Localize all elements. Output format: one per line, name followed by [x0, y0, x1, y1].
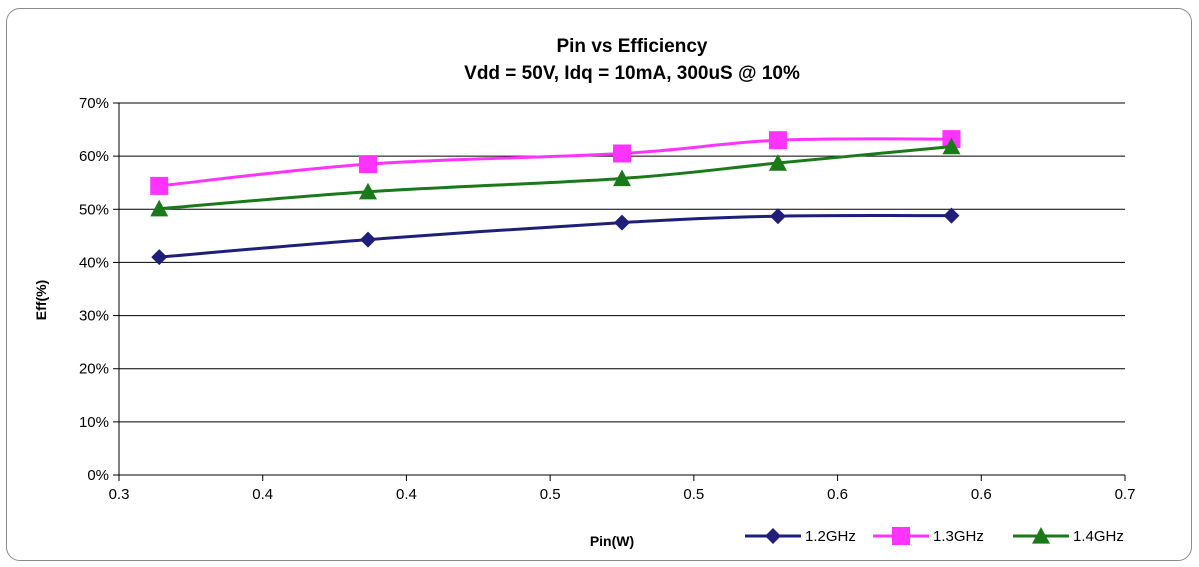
legend-marker	[765, 528, 781, 544]
data-point	[613, 169, 631, 187]
y-tick-label: 50%	[79, 201, 109, 218]
x-tick-label: 0.6	[827, 486, 848, 503]
chart-frame	[6, 8, 1192, 561]
axes	[118, 103, 1125, 476]
y-tick-label: 20%	[79, 361, 109, 378]
y-tick-label: 40%	[79, 254, 109, 271]
data-point	[768, 154, 787, 171]
y-tick-label: 0%	[87, 467, 109, 484]
legend-item: 1.3GHz	[873, 527, 984, 545]
legend-item: 1.2GHz	[745, 528, 856, 545]
chart-subtitle: Vdd = 50V, Idq = 10mA, 300uS @ 10%	[464, 63, 800, 84]
x-tick-label: 0.3	[109, 486, 130, 503]
series-line	[159, 214, 952, 259]
x-axis-ticks: 0.3 0.4 0.4 0.5 0.5 0.6 0.6 0.7	[109, 475, 1136, 503]
series-1.3GHz	[150, 130, 961, 195]
series-line	[159, 145, 952, 211]
data-series	[150, 130, 961, 266]
x-axis-label: Pin(W)	[590, 533, 634, 549]
x-tick-label: 0.7	[1115, 486, 1136, 503]
data-point	[613, 144, 631, 163]
legend: 1.2GHz 1.3GHz 1.4GHz	[745, 527, 1124, 545]
series-line	[159, 137, 952, 188]
legend-marker	[1032, 527, 1050, 544]
legend-label: 1.3GHz	[933, 528, 984, 545]
x-tick-label: 0.5	[683, 486, 704, 503]
y-axis-label: Eff(%)	[33, 280, 49, 320]
x-tick-label: 0.6	[971, 486, 992, 503]
data-point	[150, 176, 169, 195]
legend-item: 1.4GHz	[1013, 527, 1124, 545]
legend-label: 1.4GHz	[1073, 528, 1124, 545]
data-point	[768, 131, 787, 150]
data-point	[358, 155, 377, 174]
series-1.4GHz	[150, 137, 961, 217]
y-tick-label: 60%	[79, 148, 109, 165]
y-tick-label: 30%	[79, 308, 109, 325]
legend-marker	[892, 527, 910, 545]
data-point	[358, 182, 377, 200]
data-point	[151, 249, 168, 266]
y-axis-ticks: 0% 10% 20% 30% 40% 50% 60% 70%	[79, 95, 119, 484]
series-1.2GHz	[151, 207, 960, 266]
data-point	[942, 137, 961, 155]
legend-label: 1.2GHz	[805, 528, 856, 545]
data-point	[359, 231, 376, 248]
x-tick-label: 0.4	[252, 486, 273, 503]
y-tick-label: 70%	[79, 95, 109, 112]
x-tick-label: 0.5	[540, 486, 561, 503]
data-point	[943, 207, 960, 224]
data-point	[614, 214, 630, 231]
chart-title: Pin vs Efficiency	[556, 36, 707, 57]
data-point	[769, 208, 786, 225]
y-tick-label: 10%	[79, 414, 109, 431]
data-point	[150, 199, 169, 217]
x-tick-label: 0.4	[396, 486, 417, 503]
